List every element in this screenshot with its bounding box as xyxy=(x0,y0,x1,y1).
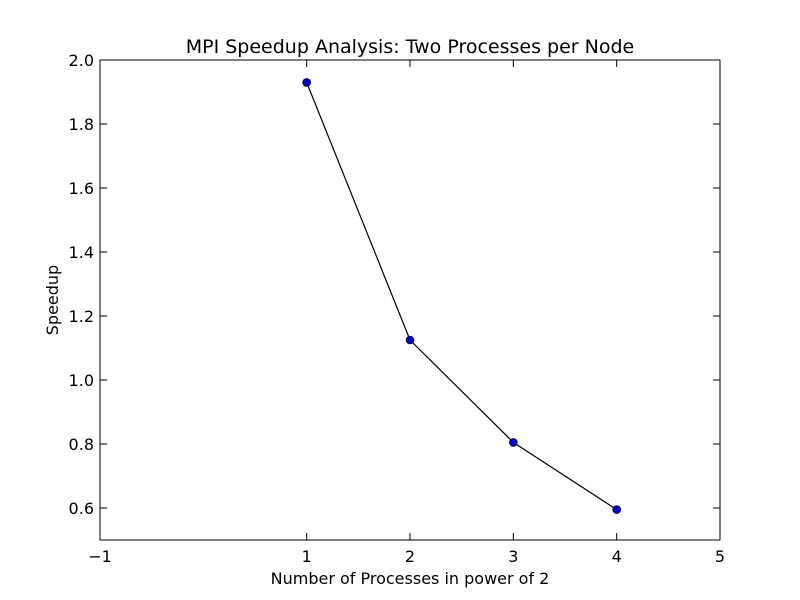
series-line xyxy=(306,82,617,511)
y-tick-label: 0.6 xyxy=(69,499,94,518)
data-point xyxy=(302,78,311,87)
chart-title: MPI Speedup Analysis: Two Processes per … xyxy=(186,36,634,58)
data-point xyxy=(612,505,621,514)
series-group xyxy=(302,78,621,514)
plot-frame xyxy=(99,59,721,541)
axis-ticks: −1 1 2 3 4 5 0.6 0.8 1.0 1.2 1.4 1.6 1.8 2.0 xyxy=(69,51,726,566)
y-tick-label: 1.6 xyxy=(69,179,94,198)
data-point xyxy=(405,335,415,345)
x-tick-label: 1 xyxy=(302,547,312,566)
x-tick-label: 4 xyxy=(612,547,622,566)
y-tick-label: 1.2 xyxy=(69,307,94,326)
y-tick-label: 1.8 xyxy=(69,115,94,134)
y-tick-label: 0.8 xyxy=(69,435,94,454)
y-tick-label: 1.0 xyxy=(69,371,94,390)
x-tick-label: −1 xyxy=(88,547,112,566)
x-tick-label: 3 xyxy=(508,547,518,566)
y-tick-label: 2.0 xyxy=(69,51,94,70)
y-tick-label: 1.4 xyxy=(69,243,94,262)
y-axis-label: Speedup xyxy=(43,265,62,335)
x-tick-label: 2 xyxy=(405,547,415,566)
data-point xyxy=(509,438,518,447)
x-tick-label: 5 xyxy=(715,547,725,566)
x-axis-label: Number of Processes in power of 2 xyxy=(271,569,550,588)
